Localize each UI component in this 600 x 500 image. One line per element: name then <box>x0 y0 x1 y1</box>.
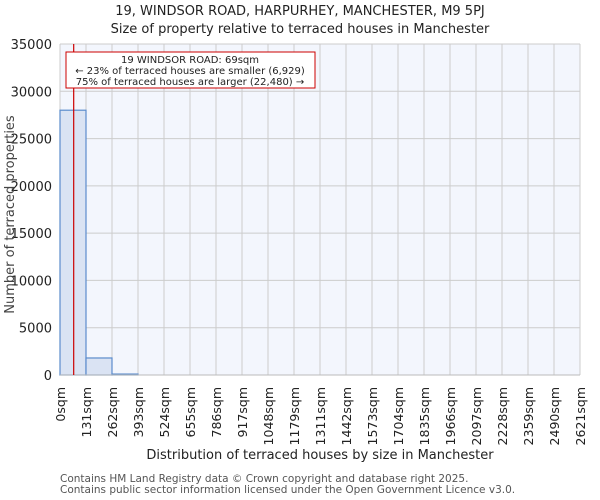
x-tick-label: 2359sqm <box>521 387 536 445</box>
histogram-plot: 0 5000 10000 15000 20000 25000 30000 35000 0sqm 1… <box>3 38 588 463</box>
y-tick-label: 25000 <box>11 133 52 148</box>
x-tick-label: 393sqm <box>131 387 146 437</box>
x-tick-label: 786sqm <box>209 387 224 437</box>
x-tick-label: 0sqm <box>53 387 68 422</box>
y-tick-label: 30000 <box>11 85 52 100</box>
x-tick-label: 1179sqm <box>287 387 302 445</box>
x-tick-label: 524sqm <box>157 387 172 437</box>
x-tick-label: 1442sqm <box>339 387 354 445</box>
annotation-title: 19 WINDSOR ROAD: 69sqm <box>121 55 259 66</box>
chart-title: 19, WINDSOR ROAD, HARPURHEY, MANCHESTER,… <box>115 4 485 19</box>
histogram-bar <box>59 109 87 376</box>
y-axis-label: Number of terraced properties <box>3 115 18 314</box>
annotation-smaller: ← 23% of terraced houses are smaller (6,… <box>75 66 305 77</box>
x-tick-label: 2621sqm <box>573 387 588 445</box>
y-tick-label: 20000 <box>11 180 52 195</box>
annotation-larger: 75% of terraced houses are larger (22,48… <box>76 77 305 88</box>
footer-line-1: Contains HM Land Registry data © Crown c… <box>60 473 469 485</box>
x-tick-label: 1311sqm <box>313 387 328 445</box>
x-tick-label: 131sqm <box>79 387 94 437</box>
footer-line-2: Contains public sector information licen… <box>60 484 516 496</box>
x-tick-label: 917sqm <box>235 387 250 437</box>
x-tick-label: 2097sqm <box>469 387 484 445</box>
x-tick-label: 2490sqm <box>547 387 562 445</box>
y-tick-label: 35000 <box>11 38 52 53</box>
histogram-bar <box>85 357 113 376</box>
y-tick-label: 10000 <box>11 274 52 289</box>
annotation-box <box>65 51 316 89</box>
chart-subtitle: Size of property relative to terraced ho… <box>110 22 490 37</box>
y-tick-label: 0 <box>44 369 52 384</box>
x-tick-label: 1835sqm <box>417 387 432 445</box>
x-tick-label: 1573sqm <box>365 387 380 445</box>
x-tick-label: 1966sqm <box>443 387 458 445</box>
x-axis-label: Distribution of terraced houses by size … <box>146 448 494 463</box>
x-tick-label: 2228sqm <box>495 387 510 445</box>
x-tick-label: 655sqm <box>183 387 198 437</box>
x-tick-label: 1048sqm <box>261 387 276 445</box>
x-tick-label: 262sqm <box>105 387 120 437</box>
x-tick-label: 1704sqm <box>391 387 406 445</box>
y-tick-label: 5000 <box>19 322 52 337</box>
y-tick-label: 15000 <box>11 227 52 242</box>
